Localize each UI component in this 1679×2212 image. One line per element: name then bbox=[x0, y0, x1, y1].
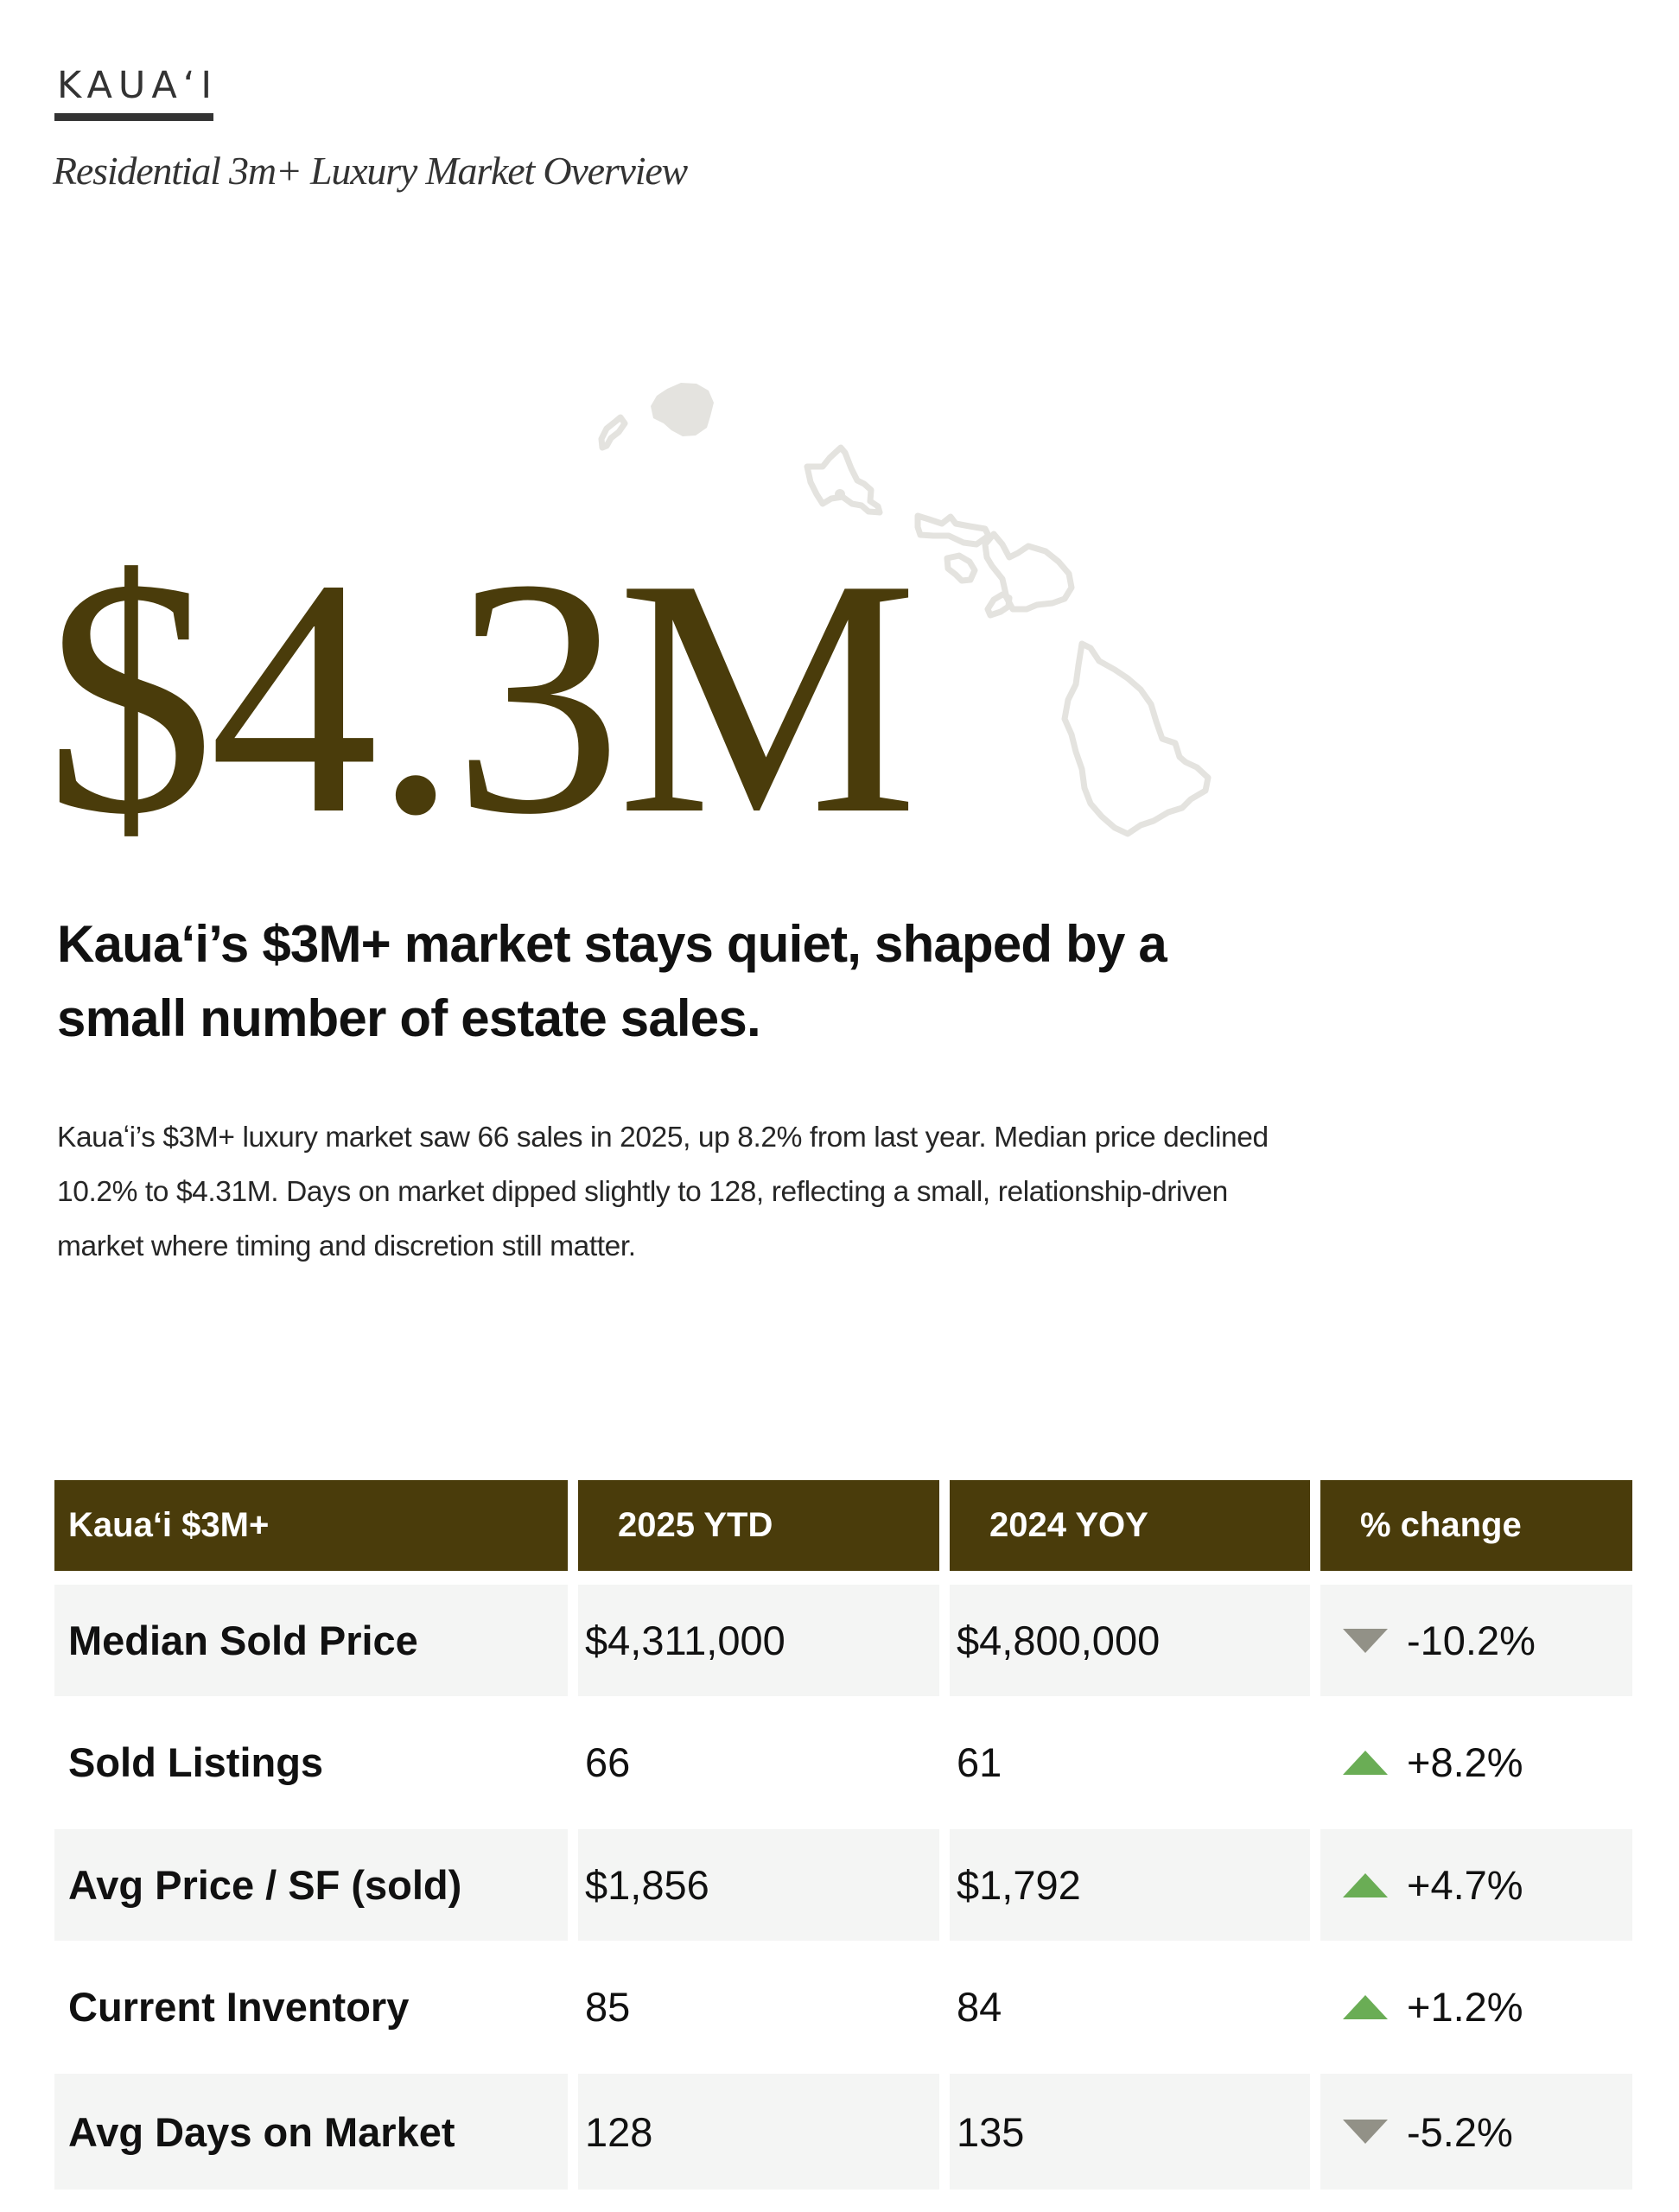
value-2025-ytd: 66 bbox=[585, 1739, 631, 1785]
column-header-market: Kauaʻi $3M+ bbox=[54, 1480, 568, 1571]
column-header-2024-yoy: 2024 YOY bbox=[950, 1480, 1310, 1571]
change-cell: +4.7% bbox=[1320, 1829, 1632, 1941]
kauai-island-icon bbox=[651, 383, 714, 436]
value-2024-yoy: 135 bbox=[950, 2074, 1310, 2190]
value-2024-yoy: 84 bbox=[957, 1984, 1002, 2030]
oahu-island-icon bbox=[804, 444, 883, 516]
change-value: +8.2% bbox=[1407, 1739, 1523, 1785]
kahoolawe-island-icon bbox=[984, 591, 1013, 619]
median-price-hero-value: $4.3M bbox=[45, 509, 919, 884]
metric-label: Current Inventory bbox=[68, 1984, 410, 2030]
change-value: -10.2% bbox=[1407, 1618, 1536, 1663]
summary-line: Kauaʻi’s $3M+ luxury market saw 66 sales… bbox=[57, 1122, 1269, 1154]
value-2025-ytd: $1,856 bbox=[578, 1829, 939, 1941]
headline: Kauaʻi’s $3M+ market stays quiet, shaped… bbox=[57, 907, 1353, 1056]
value-2025-ytd: 128 bbox=[578, 2074, 939, 2190]
change-cell: -5.2% bbox=[1320, 2074, 1632, 2190]
report-subtitle: Residential 3m+ Luxury Market Overview bbox=[53, 149, 688, 193]
change-cell: -10.2% bbox=[1320, 1585, 1632, 1696]
maui-island-icon bbox=[982, 531, 1075, 613]
row-label: Current Inventory bbox=[54, 1951, 568, 2063]
metric-label: Avg Days on Market bbox=[68, 2108, 455, 2155]
change-cell: +8.2% bbox=[1320, 1707, 1632, 1818]
niihau-island-icon bbox=[598, 414, 628, 451]
summary-line: market where timing and discretion still… bbox=[57, 1230, 636, 1262]
metric-label: Avg Price / SF (sold) bbox=[68, 1862, 462, 1908]
change-value: +4.7% bbox=[1407, 1862, 1523, 1908]
change-value: -5.2% bbox=[1407, 2108, 1513, 2155]
hawaii-big-island-icon bbox=[1061, 640, 1212, 837]
triangle-up-icon bbox=[1343, 1994, 1388, 2019]
molokai-island-icon bbox=[914, 512, 992, 548]
triangle-up-icon bbox=[1343, 1750, 1388, 1775]
row-label: Avg Days on Market bbox=[54, 2074, 568, 2190]
summary-line: 10.2% to $4.31M. Days on market dipped s… bbox=[57, 1176, 1228, 1208]
column-header-percent-change: % change bbox=[1320, 1480, 1632, 1571]
metric-label: Sold Listings bbox=[68, 1739, 324, 1785]
triangle-down-icon bbox=[1343, 1628, 1388, 1653]
value-2025-ytd: 85 bbox=[585, 1984, 631, 2030]
region-logo: KAUAʻI bbox=[57, 64, 219, 107]
value-2024-yoy: $1,792 bbox=[950, 1829, 1310, 1941]
triangle-up-icon bbox=[1343, 1872, 1388, 1897]
row-label: Median Sold Price bbox=[54, 1585, 568, 1696]
change-value: +1.2% bbox=[1407, 1984, 1523, 2030]
column-header-2025-ytd: 2025 YTD bbox=[578, 1480, 939, 1571]
row-label: Sold Listings bbox=[54, 1707, 568, 1818]
value-2024-yoy: $4,800,000 bbox=[950, 1585, 1310, 1696]
lanai-island-icon bbox=[944, 552, 978, 584]
summary-paragraph: Kauaʻi’s $3M+ luxury market saw 66 sales… bbox=[57, 1110, 1526, 1274]
headline-line: small number of estate sales. bbox=[57, 989, 761, 1047]
logo-underline bbox=[54, 113, 213, 121]
metric-label: Median Sold Price bbox=[68, 1618, 418, 1663]
value-2025-ytd: $4,311,000 bbox=[578, 1585, 939, 1696]
row-label: Avg Price / SF (sold) bbox=[54, 1829, 568, 1941]
headline-line: Kauaʻi’s $3M+ market stays quiet, shaped… bbox=[57, 915, 1167, 973]
triangle-down-icon bbox=[1343, 2120, 1388, 2144]
change-cell: +1.2% bbox=[1320, 1951, 1632, 2063]
value-2024-yoy: 61 bbox=[957, 1739, 1002, 1785]
hawaiian-islands-map-icon bbox=[598, 383, 1212, 837]
